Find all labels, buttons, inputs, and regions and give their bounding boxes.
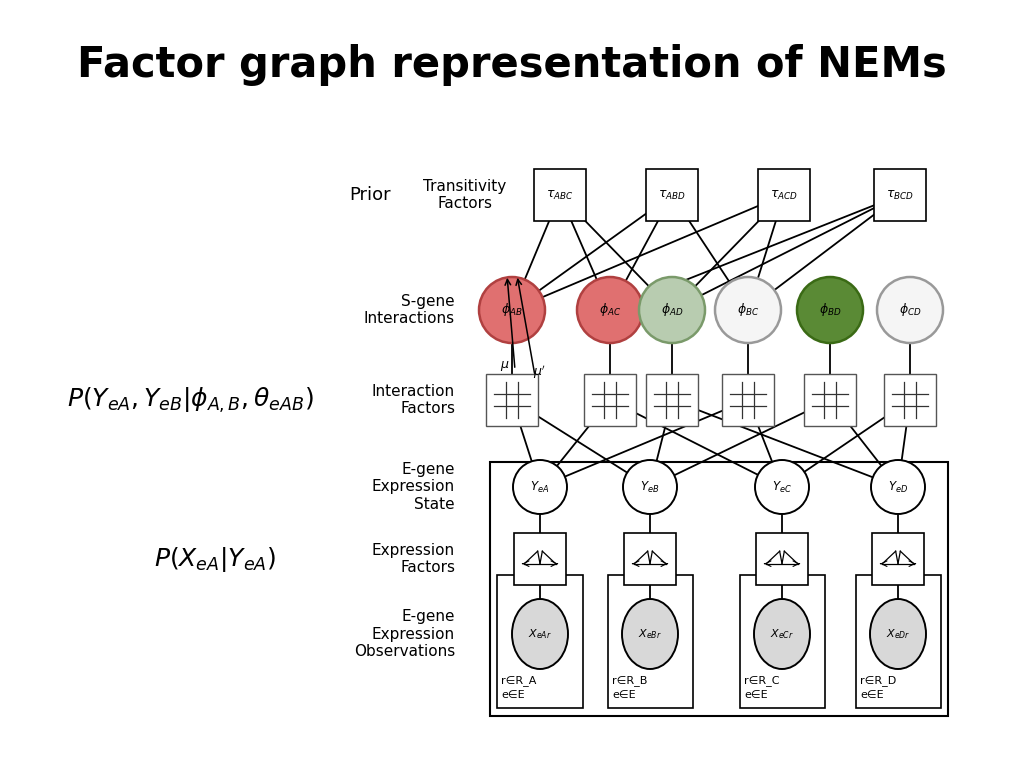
Circle shape [871,460,925,514]
Text: $\phi_{CD}$: $\phi_{CD}$ [899,302,922,319]
Text: $\tau_{ACD}$: $\tau_{ACD}$ [770,188,798,201]
Text: r∈R_D: r∈R_D [860,675,896,686]
Text: $\phi_{AD}$: $\phi_{AD}$ [660,302,683,319]
Circle shape [755,460,809,514]
Text: Expression
Factors: Expression Factors [372,543,455,575]
FancyBboxPatch shape [884,374,936,426]
Ellipse shape [622,599,678,669]
Text: $\phi_{AB}$: $\phi_{AB}$ [501,302,523,319]
Ellipse shape [754,599,810,669]
Text: $X_{eBr}$: $X_{eBr}$ [638,627,662,641]
FancyBboxPatch shape [758,169,810,221]
FancyBboxPatch shape [534,169,586,221]
Text: $Y_{eD}$: $Y_{eD}$ [888,479,908,495]
Text: $\phi_{AC}$: $\phi_{AC}$ [599,302,622,319]
Text: S-gene
Interactions: S-gene Interactions [364,294,455,326]
Text: e∈E: e∈E [744,690,768,700]
Circle shape [877,277,943,343]
Text: $Y_{eA}$: $Y_{eA}$ [530,479,550,495]
Circle shape [797,277,863,343]
Text: e∈E: e∈E [860,690,884,700]
FancyBboxPatch shape [804,374,856,426]
FancyBboxPatch shape [756,533,808,585]
FancyBboxPatch shape [874,169,926,221]
FancyBboxPatch shape [486,374,538,426]
Text: Transitivity
Factors: Transitivity Factors [423,179,507,211]
Text: $\tau_{BCD}$: $\tau_{BCD}$ [886,188,914,201]
Text: $\phi_{BD}$: $\phi_{BD}$ [819,302,842,319]
Text: r∈R_B: r∈R_B [612,675,647,686]
Text: $\mu$: $\mu$ [500,359,510,373]
Text: $Y_{eC}$: $Y_{eC}$ [772,479,792,495]
Text: Interaction
Factors: Interaction Factors [372,384,455,416]
Circle shape [639,277,705,343]
Text: e∈E: e∈E [612,690,636,700]
Text: $X_{eCr}$: $X_{eCr}$ [770,627,794,641]
Text: $Y_{eB}$: $Y_{eB}$ [640,479,659,495]
Circle shape [513,460,567,514]
Text: E-gene
Expression
State: E-gene Expression State [372,462,455,512]
Circle shape [577,277,643,343]
Text: $P(X_{eA}|Y_{eA})$: $P(X_{eA}|Y_{eA})$ [154,545,276,574]
Text: Factor graph representation of NEMs: Factor graph representation of NEMs [77,44,947,86]
Text: r∈R_A: r∈R_A [501,675,537,686]
Text: $\tau_{ABD}$: $\tau_{ABD}$ [658,188,686,201]
Circle shape [623,460,677,514]
Text: e∈E: e∈E [501,690,524,700]
Text: $\mu'$: $\mu'$ [532,363,546,381]
Circle shape [479,277,545,343]
FancyBboxPatch shape [646,169,698,221]
Text: $\tau_{ABC}$: $\tau_{ABC}$ [546,188,573,201]
Text: $\phi_{BC}$: $\phi_{BC}$ [737,302,759,319]
FancyBboxPatch shape [872,533,924,585]
FancyBboxPatch shape [624,533,676,585]
Text: Prior: Prior [349,186,391,204]
FancyBboxPatch shape [584,374,636,426]
Ellipse shape [512,599,568,669]
Text: r∈R_C: r∈R_C [744,675,779,686]
FancyBboxPatch shape [514,533,566,585]
Text: $X_{eAr}$: $X_{eAr}$ [528,627,552,641]
Ellipse shape [870,599,926,669]
Text: $P(Y_{eA},Y_{eB}|\phi_{A,B},\theta_{eAB})$: $P(Y_{eA},Y_{eB}|\phi_{A,B},\theta_{eAB}… [67,386,313,415]
FancyBboxPatch shape [722,374,774,426]
Circle shape [715,277,781,343]
Text: $X_{eDr}$: $X_{eDr}$ [886,627,910,641]
Text: E-gene
Expression
Observations: E-gene Expression Observations [353,609,455,659]
FancyBboxPatch shape [646,374,698,426]
